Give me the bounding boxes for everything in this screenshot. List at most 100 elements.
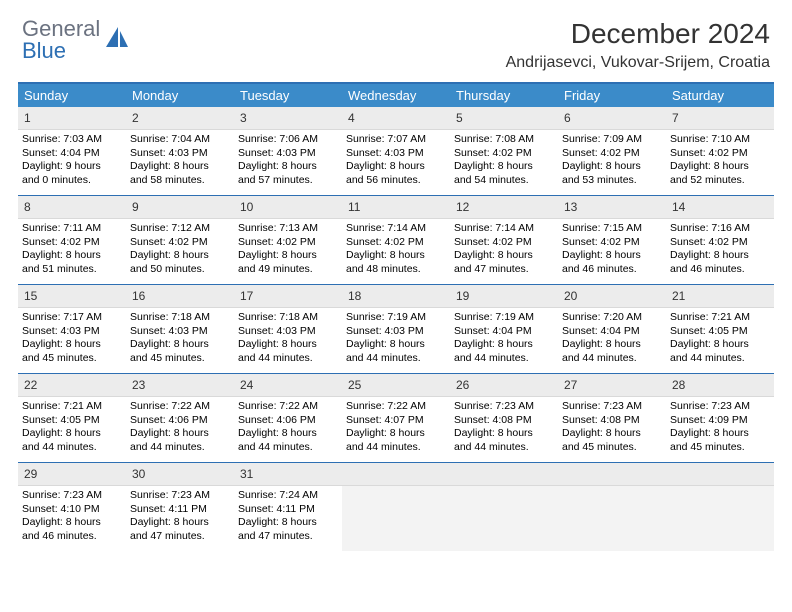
day-info: Sunrise: 7:07 AMSunset: 4:03 PMDaylight:… — [346, 133, 446, 188]
info-line-d2: and 45 minutes. — [130, 352, 230, 366]
info-line-sr: Sunrise: 7:14 AM — [454, 222, 554, 236]
info-line-d2: and 46 minutes. — [670, 263, 770, 277]
info-line-d2: and 44 minutes. — [238, 441, 338, 455]
logo: General Blue — [22, 18, 130, 62]
day-number: 30 — [132, 467, 145, 481]
info-line-d2: and 46 minutes. — [562, 263, 662, 277]
calendar-cell: 31Sunrise: 7:24 AMSunset: 4:11 PMDayligh… — [234, 463, 342, 551]
day-number: 31 — [240, 467, 253, 481]
calendar-cell: 16Sunrise: 7:18 AMSunset: 4:03 PMDayligh… — [126, 285, 234, 373]
info-line-d1: Daylight: 8 hours — [238, 160, 338, 174]
info-line-sr: Sunrise: 7:23 AM — [22, 489, 122, 503]
calendar-cell: 14Sunrise: 7:16 AMSunset: 4:02 PMDayligh… — [666, 196, 774, 284]
calendar-cell: 7Sunrise: 7:10 AMSunset: 4:02 PMDaylight… — [666, 107, 774, 195]
calendar-cell-empty — [342, 463, 450, 551]
day-number: 29 — [24, 467, 37, 481]
info-line-d1: Daylight: 8 hours — [22, 249, 122, 263]
info-line-ss: Sunset: 4:07 PM — [346, 414, 446, 428]
calendar-cell: 9Sunrise: 7:12 AMSunset: 4:02 PMDaylight… — [126, 196, 234, 284]
info-line-d1: Daylight: 8 hours — [130, 427, 230, 441]
daynum-row: 26 — [450, 374, 558, 397]
day-info: Sunrise: 7:22 AMSunset: 4:06 PMDaylight:… — [238, 400, 338, 455]
info-line-sr: Sunrise: 7:15 AM — [562, 222, 662, 236]
info-line-sr: Sunrise: 7:23 AM — [130, 489, 230, 503]
daynum-row: 29 — [18, 463, 126, 486]
day-number: 5 — [456, 111, 463, 125]
calendar-cell: 26Sunrise: 7:23 AMSunset: 4:08 PMDayligh… — [450, 374, 558, 462]
info-line-ss: Sunset: 4:11 PM — [238, 503, 338, 517]
info-line-d2: and 47 minutes. — [454, 263, 554, 277]
info-line-ss: Sunset: 4:02 PM — [454, 236, 554, 250]
calendar-cell: 27Sunrise: 7:23 AMSunset: 4:08 PMDayligh… — [558, 374, 666, 462]
calendar-cell: 13Sunrise: 7:15 AMSunset: 4:02 PMDayligh… — [558, 196, 666, 284]
info-line-d1: Daylight: 8 hours — [22, 516, 122, 530]
day-number: 23 — [132, 378, 145, 392]
info-line-ss: Sunset: 4:05 PM — [670, 325, 770, 339]
info-line-d1: Daylight: 8 hours — [454, 249, 554, 263]
info-line-d1: Daylight: 8 hours — [346, 249, 446, 263]
info-line-sr: Sunrise: 7:12 AM — [130, 222, 230, 236]
info-line-d2: and 56 minutes. — [346, 174, 446, 188]
day-number: 28 — [672, 378, 685, 392]
info-line-d2: and 54 minutes. — [454, 174, 554, 188]
info-line-ss: Sunset: 4:09 PM — [670, 414, 770, 428]
info-line-sr: Sunrise: 7:22 AM — [130, 400, 230, 414]
week-row: 22Sunrise: 7:21 AMSunset: 4:05 PMDayligh… — [18, 373, 774, 462]
day-number: 2 — [132, 111, 139, 125]
daynum-row: 16 — [126, 285, 234, 308]
day-info: Sunrise: 7:06 AMSunset: 4:03 PMDaylight:… — [238, 133, 338, 188]
logo-line1: General — [22, 18, 100, 40]
info-line-d1: Daylight: 8 hours — [22, 338, 122, 352]
day-info: Sunrise: 7:12 AMSunset: 4:02 PMDaylight:… — [130, 222, 230, 277]
info-line-d1: Daylight: 8 hours — [670, 160, 770, 174]
daynum-row: 31 — [234, 463, 342, 486]
info-line-d1: Daylight: 8 hours — [562, 427, 662, 441]
info-line-d1: Daylight: 8 hours — [454, 338, 554, 352]
calendar-cell: 18Sunrise: 7:19 AMSunset: 4:03 PMDayligh… — [342, 285, 450, 373]
calendar-cell: 17Sunrise: 7:18 AMSunset: 4:03 PMDayligh… — [234, 285, 342, 373]
dayname-wednesday: Wednesday — [342, 84, 450, 107]
calendar-cell-empty — [666, 463, 774, 551]
info-line-sr: Sunrise: 7:22 AM — [346, 400, 446, 414]
daynum-row: 7 — [666, 107, 774, 130]
weeks-container: 1Sunrise: 7:03 AMSunset: 4:04 PMDaylight… — [18, 107, 774, 551]
calendar-cell-empty — [558, 463, 666, 551]
daynum-row: 25 — [342, 374, 450, 397]
daynum-row: 10 — [234, 196, 342, 219]
info-line-d2: and 44 minutes. — [454, 352, 554, 366]
day-number: 18 — [348, 289, 361, 303]
dayname-row: Sunday Monday Tuesday Wednesday Thursday… — [18, 84, 774, 107]
day-number: 17 — [240, 289, 253, 303]
day-number: 1 — [24, 111, 31, 125]
info-line-d1: Daylight: 8 hours — [346, 338, 446, 352]
daynum-row: 14 — [666, 196, 774, 219]
week-row: 15Sunrise: 7:17 AMSunset: 4:03 PMDayligh… — [18, 284, 774, 373]
calendar-cell: 3Sunrise: 7:06 AMSunset: 4:03 PMDaylight… — [234, 107, 342, 195]
info-line-sr: Sunrise: 7:23 AM — [454, 400, 554, 414]
daynum-row: 23 — [126, 374, 234, 397]
calendar-cell: 21Sunrise: 7:21 AMSunset: 4:05 PMDayligh… — [666, 285, 774, 373]
info-line-d1: Daylight: 8 hours — [238, 338, 338, 352]
day-info: Sunrise: 7:23 AMSunset: 4:10 PMDaylight:… — [22, 489, 122, 544]
day-number: 19 — [456, 289, 469, 303]
info-line-ss: Sunset: 4:03 PM — [130, 147, 230, 161]
calendar-cell-empty — [450, 463, 558, 551]
daynum-row — [342, 463, 450, 486]
info-line-d1: Daylight: 8 hours — [238, 516, 338, 530]
info-line-d1: Daylight: 9 hours — [22, 160, 122, 174]
calendar-cell: 20Sunrise: 7:20 AMSunset: 4:04 PMDayligh… — [558, 285, 666, 373]
day-number: 24 — [240, 378, 253, 392]
day-info: Sunrise: 7:23 AMSunset: 4:08 PMDaylight:… — [562, 400, 662, 455]
dayname-monday: Monday — [126, 84, 234, 107]
info-line-d2: and 44 minutes. — [238, 352, 338, 366]
dayname-thursday: Thursday — [450, 84, 558, 107]
info-line-ss: Sunset: 4:06 PM — [238, 414, 338, 428]
month-title: December 2024 — [506, 18, 770, 50]
info-line-d1: Daylight: 8 hours — [130, 160, 230, 174]
info-line-d1: Daylight: 8 hours — [454, 160, 554, 174]
info-line-d2: and 52 minutes. — [670, 174, 770, 188]
day-number: 22 — [24, 378, 37, 392]
info-line-d1: Daylight: 8 hours — [562, 338, 662, 352]
daynum-row: 8 — [18, 196, 126, 219]
info-line-d1: Daylight: 8 hours — [454, 427, 554, 441]
